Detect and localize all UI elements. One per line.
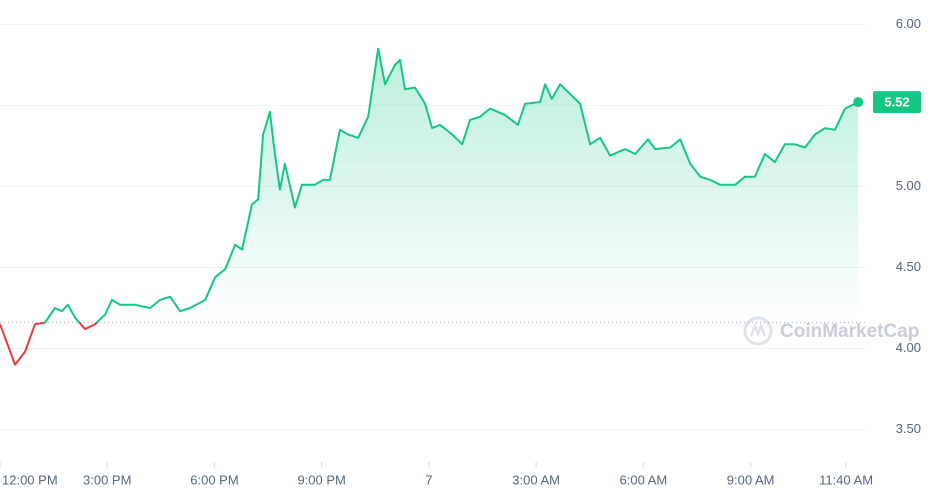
area-fill — [0, 48, 859, 365]
y-tick-label: 6.00 — [896, 16, 921, 31]
y-tick-label: 4.50 — [896, 259, 921, 274]
x-tick-label: 6:00 PM — [190, 472, 238, 487]
last-price-label: 5.52 — [884, 95, 909, 110]
x-tick-label: 3:00 AM — [512, 472, 560, 487]
y-tick-label: 3.50 — [896, 421, 921, 436]
x-tick-label: 9:00 AM — [727, 472, 775, 487]
x-tick-label: 9:00 PM — [297, 472, 345, 487]
price-line — [0, 47, 859, 366]
last-price-badge — [873, 91, 921, 114]
last-point — [853, 97, 864, 108]
y-tick-label: 5.00 — [896, 178, 921, 193]
y-tick-label: 4.00 — [896, 340, 921, 355]
watermark: CoinMarketCap — [780, 321, 919, 342]
x-tick-label: 11:40 AM — [819, 472, 873, 487]
x-tick-label: 7 — [425, 472, 432, 487]
x-tick-label: 6:00 AM — [620, 472, 668, 487]
x-tick-label: 12:00 PM — [2, 472, 58, 487]
x-tick-label: 3:00 PM — [83, 472, 131, 487]
